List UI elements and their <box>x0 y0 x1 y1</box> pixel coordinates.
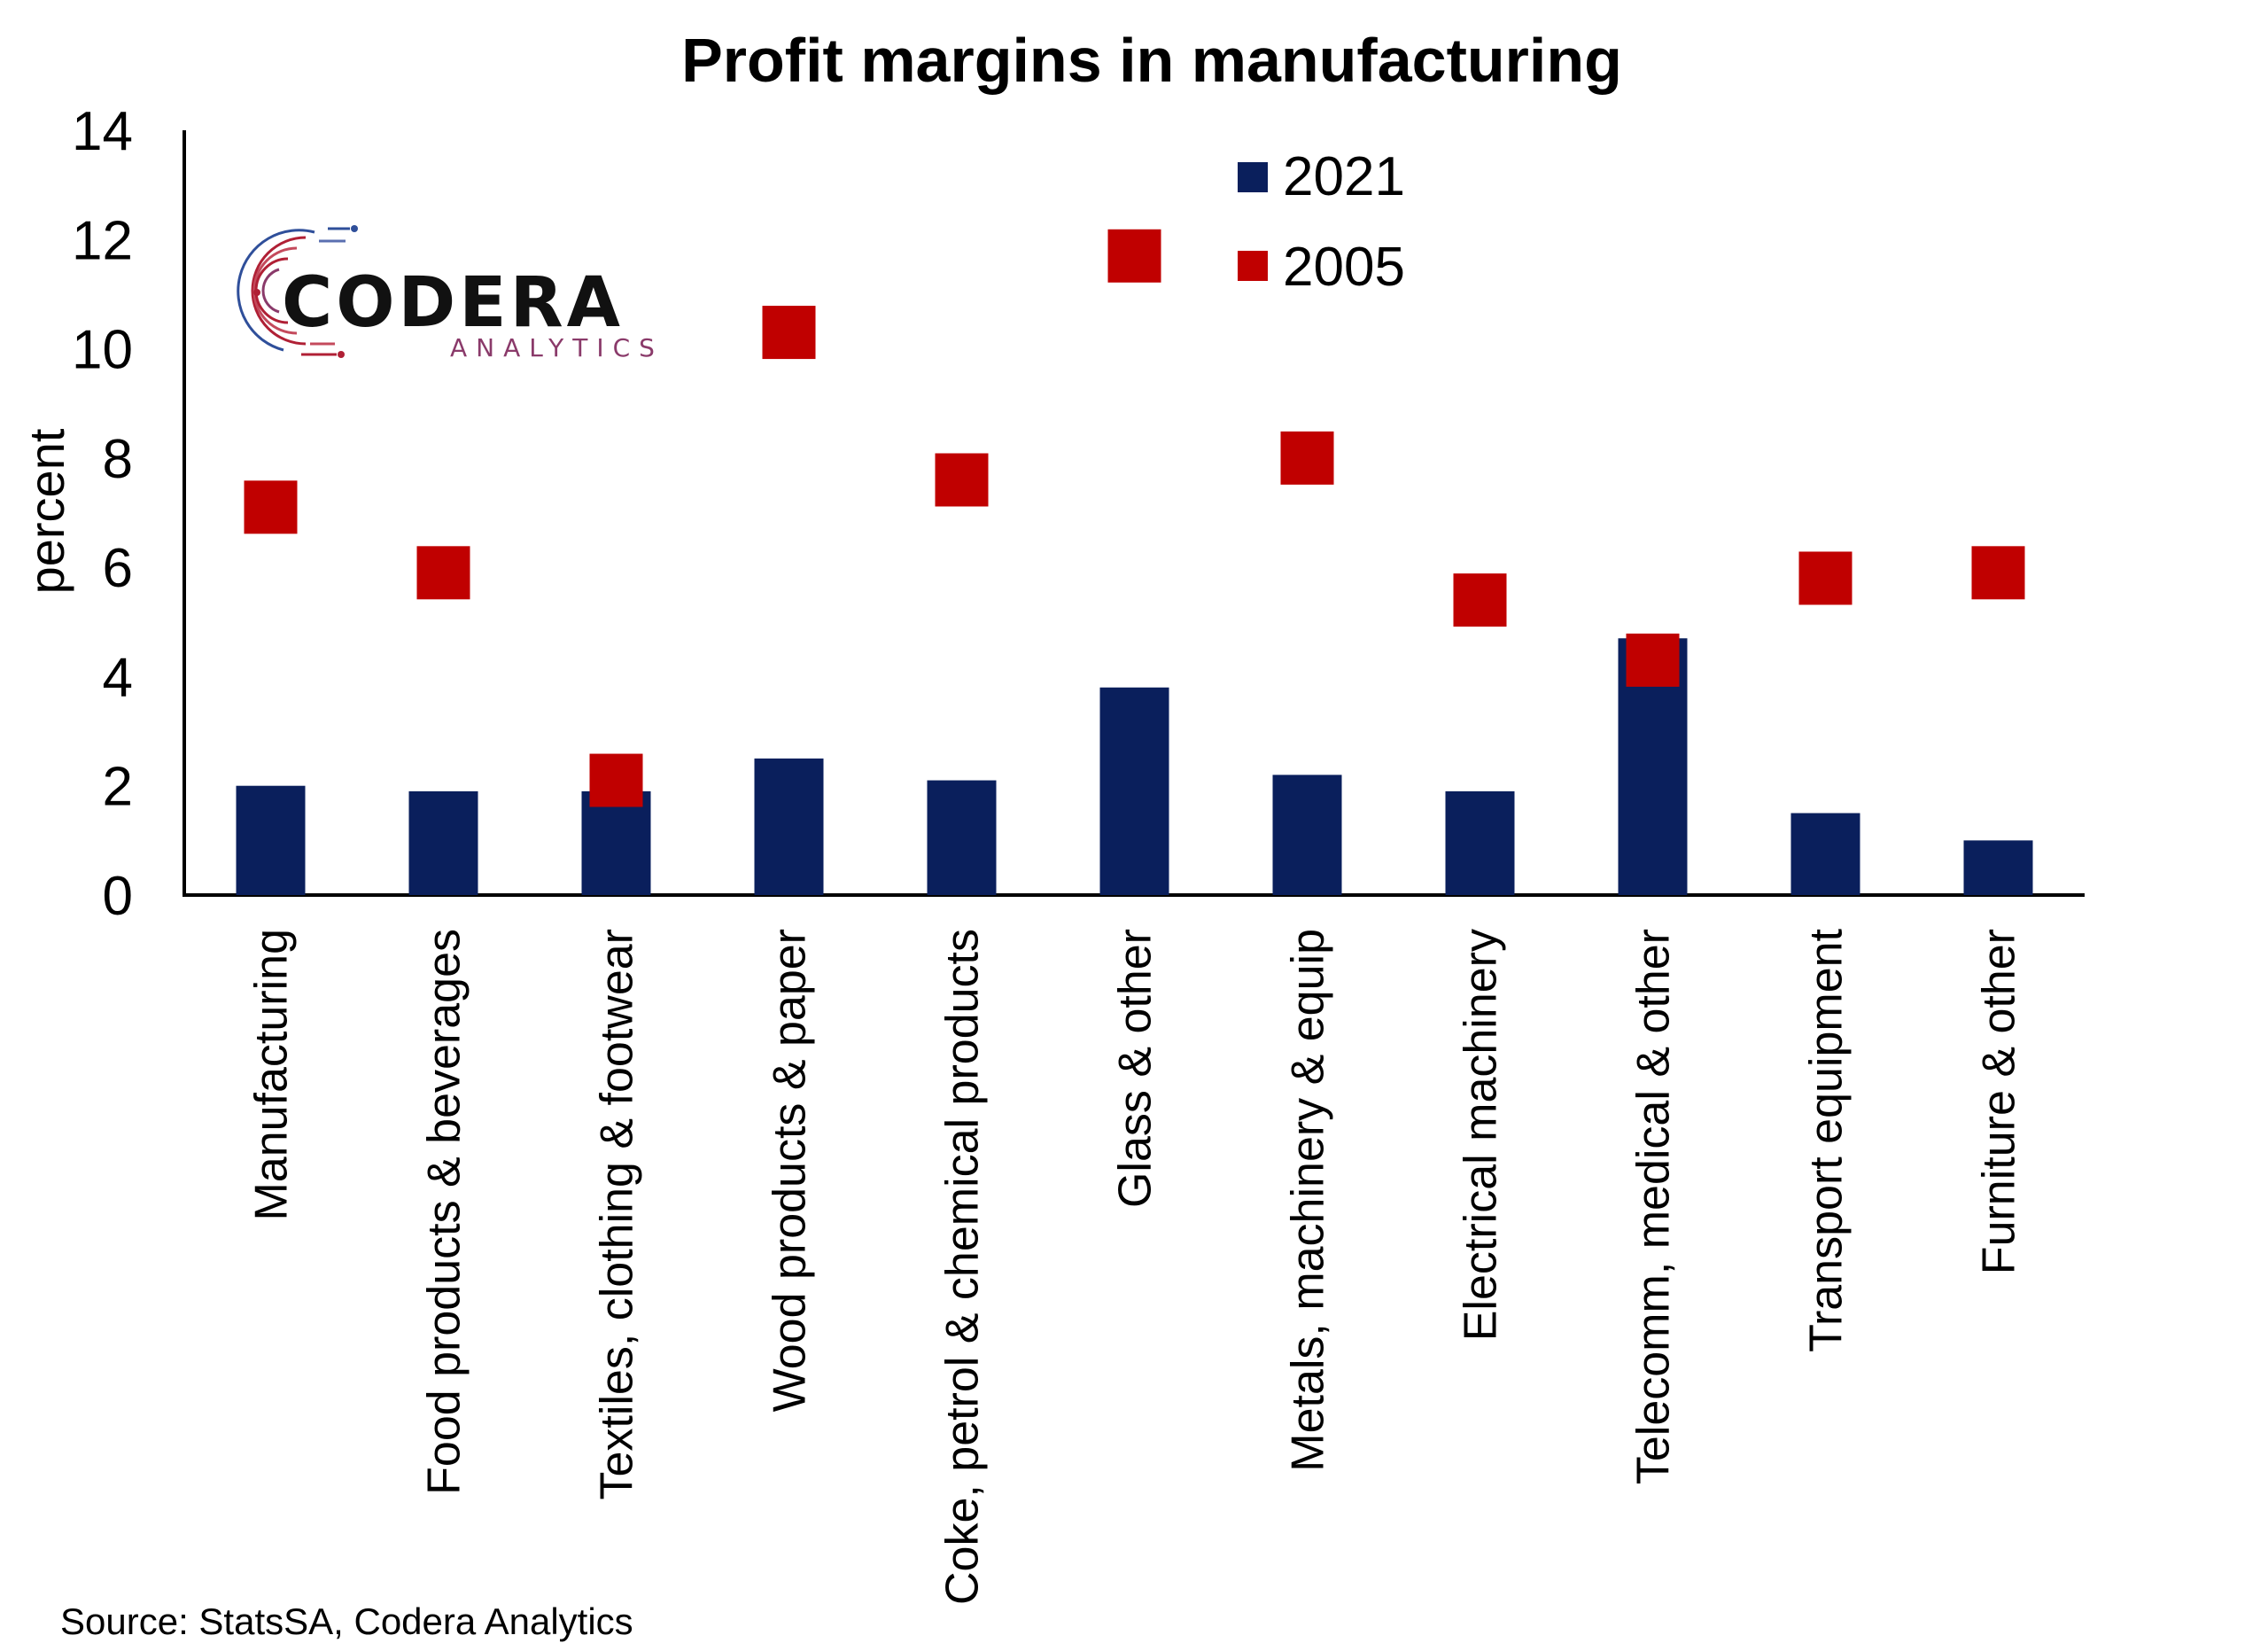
x-category-label: Furniture & other <box>1974 929 2025 1274</box>
logo-circuit-emblem <box>237 225 358 358</box>
chart-title: Profit margins in manufacturing <box>681 26 1622 95</box>
logo-wordmark: CODERA <box>282 263 624 343</box>
x-category-label: Telecomm, medical & other <box>1628 929 1680 1484</box>
y-tick-label: 2 <box>103 757 133 818</box>
marker-2005 <box>1798 551 1852 605</box>
x-category-label: Metals, machinery & equip <box>1283 929 1334 1472</box>
y-tick-label: 6 <box>103 538 133 599</box>
marker-2005 <box>1107 229 1161 283</box>
bar-2021 <box>927 780 997 895</box>
x-category-label: Wood products & paper <box>765 929 816 1412</box>
marker-2005 <box>935 453 989 507</box>
series-2021-bars <box>236 638 2033 895</box>
marker-2005 <box>1971 546 2025 600</box>
bar-2021 <box>754 758 824 895</box>
x-category-label: Coke, petrol & chemical products <box>937 929 989 1605</box>
legend-swatch-2005 <box>1238 251 1268 281</box>
bar-2021 <box>1099 687 1169 895</box>
legend-label-2005: 2005 <box>1283 237 1405 298</box>
bar-2021 <box>408 790 478 895</box>
bar-2021 <box>581 790 651 895</box>
bar-2021 <box>1272 775 1342 895</box>
y-tick-label: 8 <box>103 429 133 490</box>
codera-logo: CODERA ANALYTICS <box>237 225 664 362</box>
marker-2005 <box>244 480 298 534</box>
y-tick-label: 12 <box>72 210 133 271</box>
y-axis-title: percent <box>19 428 74 594</box>
x-category-label: Transport equipment <box>1801 928 1852 1351</box>
bar-2021 <box>1445 790 1515 895</box>
y-tick-label: 14 <box>72 101 133 162</box>
x-category-label: Electrical machinery <box>1456 929 1507 1341</box>
marker-2005 <box>1453 573 1507 627</box>
source-note: Source: StatsSA, Codera Analytics <box>60 1600 633 1642</box>
marker-2005 <box>1280 431 1334 485</box>
x-category-label: Glass & other <box>1110 929 1161 1208</box>
x-axis-category-labels: Manufacturing Food products & beverages Te… <box>246 928 2025 1605</box>
legend: 2021 2005 <box>1238 146 1405 298</box>
y-tick-label: 4 <box>103 647 133 708</box>
marker-2005 <box>589 753 643 807</box>
x-category-label: Manufacturing <box>246 929 298 1221</box>
x-category-label: Food products & beverages <box>419 929 470 1495</box>
y-tick-label: 10 <box>72 320 133 381</box>
logo-tagline: ANALYTICS <box>450 333 664 362</box>
legend-label-2021: 2021 <box>1283 146 1405 207</box>
series-2005-markers <box>244 229 2025 807</box>
bar-2021 <box>236 785 306 895</box>
marker-2005 <box>762 306 816 360</box>
y-tick-label: 0 <box>103 866 133 927</box>
marker-2005 <box>1626 633 1680 687</box>
x-category-label: Textiles, clothing & footwear <box>592 929 643 1500</box>
bar-2021 <box>1963 840 2033 895</box>
bar-2021 <box>1790 813 1860 895</box>
legend-swatch-2021 <box>1238 162 1268 192</box>
marker-2005 <box>416 546 470 600</box>
y-axis-ticks: 0 2 4 6 8 10 12 14 <box>72 101 133 927</box>
